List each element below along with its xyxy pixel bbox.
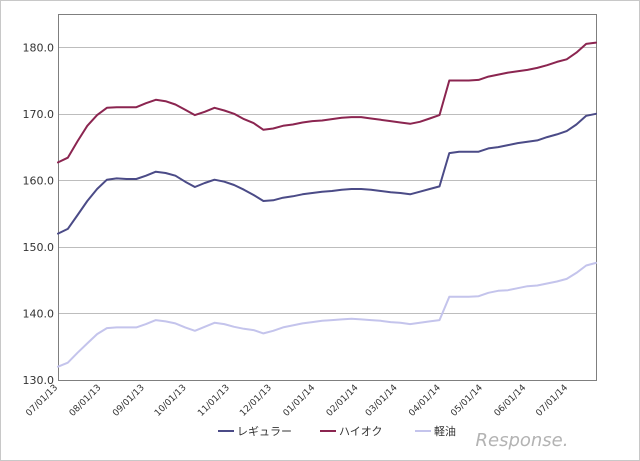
legend-label-2: ハイオク	[339, 425, 383, 438]
legend-label-3: 軽油	[434, 424, 456, 438]
y-tick-label: 180.0	[23, 41, 55, 54]
series-line-2	[57, 41, 597, 164]
y-tick-label: 150.0	[23, 241, 55, 254]
watermark-logo: Response.	[476, 430, 569, 451]
series-line-3	[57, 261, 597, 368]
series-line-1	[57, 112, 597, 235]
gridlines	[58, 47, 596, 314]
series-lines	[57, 41, 597, 368]
y-tick-label: 130.0	[23, 374, 55, 387]
plot-area-border	[58, 14, 597, 381]
legend: レギュラー ハイオク 軽油	[218, 424, 456, 438]
legend-label-1: レギュラー	[237, 425, 292, 438]
y-tick-label: 160.0	[23, 174, 55, 187]
watermark-text: Response.	[476, 430, 569, 451]
y-tick-label: 170.0	[23, 108, 55, 121]
y-axis-ticks: 130.0 140.0 150.0 160.0 170.0 180.0	[23, 41, 55, 387]
y-tick-label: 140.0	[23, 307, 55, 320]
